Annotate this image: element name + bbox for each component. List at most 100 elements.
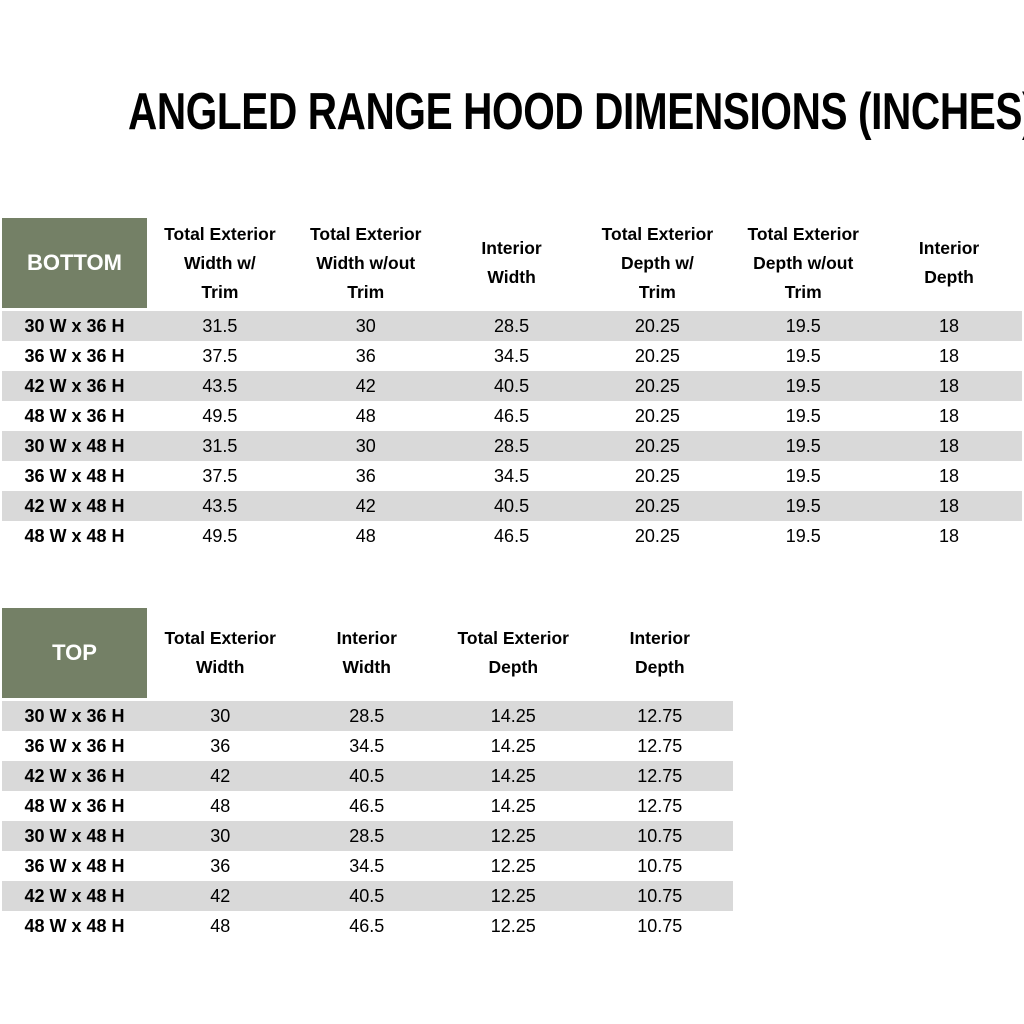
dimension-value-cell: 18 — [939, 315, 960, 336]
table-row: 30 W x 36 H 31.5 30 28.5 20.25 19.5 18 — [2, 311, 1022, 341]
dimension-value-cell: 30 — [355, 315, 376, 336]
dimension-value-cell: 42 — [355, 375, 376, 396]
dimension-value-cell: 40.5 — [494, 375, 530, 396]
column-header: Interior Depth — [629, 628, 690, 677]
dimension-value-cell: 12.75 — [637, 735, 683, 756]
dimension-value-cell: 19.5 — [785, 435, 821, 456]
dimension-value-cell: 36 — [210, 855, 231, 876]
row-size-label: 36 W x 36 H — [24, 735, 125, 756]
dimension-value-cell: 19.5 — [785, 525, 821, 546]
dimension-value-cell: 31.5 — [202, 435, 238, 456]
dimension-value-cell: 28.5 — [494, 435, 530, 456]
bottom-table-header-row: BOTTOM Total Exterior Width w/ Trim Total… — [2, 218, 1022, 308]
dimension-value-cell: 20.25 — [634, 495, 680, 516]
dimension-value-cell: 12.25 — [490, 825, 536, 846]
table-row: 48 W x 36 H 49.5 48 46.5 20.25 19.5 18 — [2, 401, 1022, 431]
dimension-value-cell: 34.5 — [349, 855, 385, 876]
row-size-label: 30 W x 36 H — [24, 705, 125, 726]
dimension-value-cell: 20.25 — [634, 345, 680, 366]
top-dimensions-table: TOP Total Exterior Width Interior Width To… — [2, 608, 733, 941]
table-row: 42 W x 48 H 42 40.5 12.25 10.75 — [2, 881, 733, 911]
dimension-value-cell: 42 — [210, 885, 231, 906]
dimension-value-cell: 18 — [939, 525, 960, 546]
dimension-value-cell: 20.25 — [634, 525, 680, 546]
dimension-value-cell: 43.5 — [202, 495, 238, 516]
dimension-value-cell: 46.5 — [349, 795, 385, 816]
dimension-value-cell: 49.5 — [202, 405, 238, 426]
dimension-value-cell: 14.25 — [490, 735, 536, 756]
dimension-value-cell: 18 — [939, 375, 960, 396]
dimension-value-cell: 36 — [210, 735, 231, 756]
dimension-value-cell: 28.5 — [349, 705, 385, 726]
dimension-value-cell: 28.5 — [494, 315, 530, 336]
dimension-value-cell: 14.25 — [490, 705, 536, 726]
row-size-label: 42 W x 48 H — [24, 885, 125, 906]
dimension-value-cell: 18 — [939, 435, 960, 456]
column-header: Total Exterior Depth — [457, 628, 569, 677]
dimension-value-cell: 42 — [355, 495, 376, 516]
table-row: 42 W x 36 H 43.5 42 40.5 20.25 19.5 18 — [2, 371, 1022, 401]
top-table-body: 30 W x 36 H 30 28.5 14.25 12.75 36 W x 36 H 36… — [2, 701, 733, 941]
dimension-value-cell: 19.5 — [785, 315, 821, 336]
column-header: Interior Width — [481, 238, 542, 287]
dimension-value-cell: 19.5 — [785, 465, 821, 486]
dimension-value-cell: 48 — [355, 405, 376, 426]
dimension-value-cell: 12.25 — [490, 915, 536, 936]
table-row: 36 W x 48 H 37.5 36 34.5 20.25 19.5 18 — [2, 461, 1022, 491]
row-size-label: 30 W x 48 H — [24, 435, 125, 456]
row-size-label: 42 W x 36 H — [24, 765, 125, 786]
row-size-label: 48 W x 48 H — [24, 525, 125, 546]
row-size-label: 42 W x 36 H — [24, 375, 125, 396]
dimension-value-cell: 37.5 — [202, 345, 238, 366]
row-size-label: 48 W x 36 H — [24, 795, 125, 816]
dimension-value-cell: 12.25 — [490, 885, 536, 906]
dimension-value-cell: 19.5 — [785, 405, 821, 426]
dimension-value-cell: 46.5 — [494, 405, 530, 426]
bottom-corner-label: BOTTOM — [2, 218, 147, 308]
dimension-value-cell: 10.75 — [637, 915, 683, 936]
dimension-value-cell: 34.5 — [494, 465, 530, 486]
table-row: 36 W x 36 H 37.5 36 34.5 20.25 19.5 18 — [2, 341, 1022, 371]
dimension-value-cell: 14.25 — [490, 765, 536, 786]
table-row: 42 W x 48 H 43.5 42 40.5 20.25 19.5 18 — [2, 491, 1022, 521]
table-row: 30 W x 48 H 31.5 30 28.5 20.25 19.5 18 — [2, 431, 1022, 461]
column-header: Interior Depth — [918, 238, 980, 287]
dimension-value-cell: 18 — [939, 495, 960, 516]
table-row: 30 W x 36 H 30 28.5 14.25 12.75 — [2, 701, 733, 731]
table-row: 48 W x 36 H 48 46.5 14.25 12.75 — [2, 791, 733, 821]
dimension-value-cell: 12.75 — [637, 705, 683, 726]
dimension-value-cell: 14.25 — [490, 795, 536, 816]
row-size-label: 42 W x 48 H — [24, 495, 125, 516]
page-title: ANGLED RANGE HOOD DIMENSIONS (INCHES) — [0, 84, 1024, 140]
row-size-label: 36 W x 48 H — [24, 465, 125, 486]
dimension-value-cell: 20.25 — [634, 315, 680, 336]
dimension-value-cell: 31.5 — [202, 315, 238, 336]
dimension-value-cell: 10.75 — [637, 855, 683, 876]
dimension-value-cell: 20.25 — [634, 375, 680, 396]
dimension-value-cell: 20.25 — [634, 435, 680, 456]
column-header: Interior Width — [336, 628, 397, 677]
dimension-value-cell: 40.5 — [494, 495, 530, 516]
dimension-value-cell: 48 — [355, 525, 376, 546]
dimension-value-cell: 12.25 — [490, 855, 536, 876]
dimension-value-cell: 46.5 — [349, 915, 385, 936]
dimension-value-cell: 12.75 — [637, 765, 683, 786]
page-title-text: ANGLED RANGE HOOD DIMENSIONS (INCHES) — [127, 83, 1024, 141]
dimension-value-cell: 20.25 — [634, 465, 680, 486]
dimension-value-cell: 34.5 — [349, 735, 385, 756]
table-row: 48 W x 48 H 49.5 48 46.5 20.25 19.5 18 — [2, 521, 1022, 551]
dimension-value-cell: 30 — [210, 825, 231, 846]
dimension-value-cell: 10.75 — [637, 825, 683, 846]
column-header: Total Exterior Depth w/ Trim — [601, 223, 714, 302]
dimension-value-cell: 19.5 — [785, 375, 821, 396]
dimension-value-cell: 20.25 — [634, 405, 680, 426]
table-row: 48 W x 48 H 48 46.5 12.25 10.75 — [2, 911, 733, 941]
dimension-value-cell: 18 — [939, 345, 960, 366]
header-body-divider — [2, 698, 733, 701]
row-size-label: 36 W x 48 H — [24, 855, 125, 876]
table-row: 42 W x 36 H 42 40.5 14.25 12.75 — [2, 761, 733, 791]
top-table-header-row: TOP Total Exterior Width Interior Width To… — [2, 608, 733, 698]
column-header: Total Exterior Depth w/out Trim — [747, 223, 859, 302]
table-row: 36 W x 48 H 36 34.5 12.25 10.75 — [2, 851, 733, 881]
column-header: Total Exterior Width w/ Trim — [164, 223, 276, 302]
